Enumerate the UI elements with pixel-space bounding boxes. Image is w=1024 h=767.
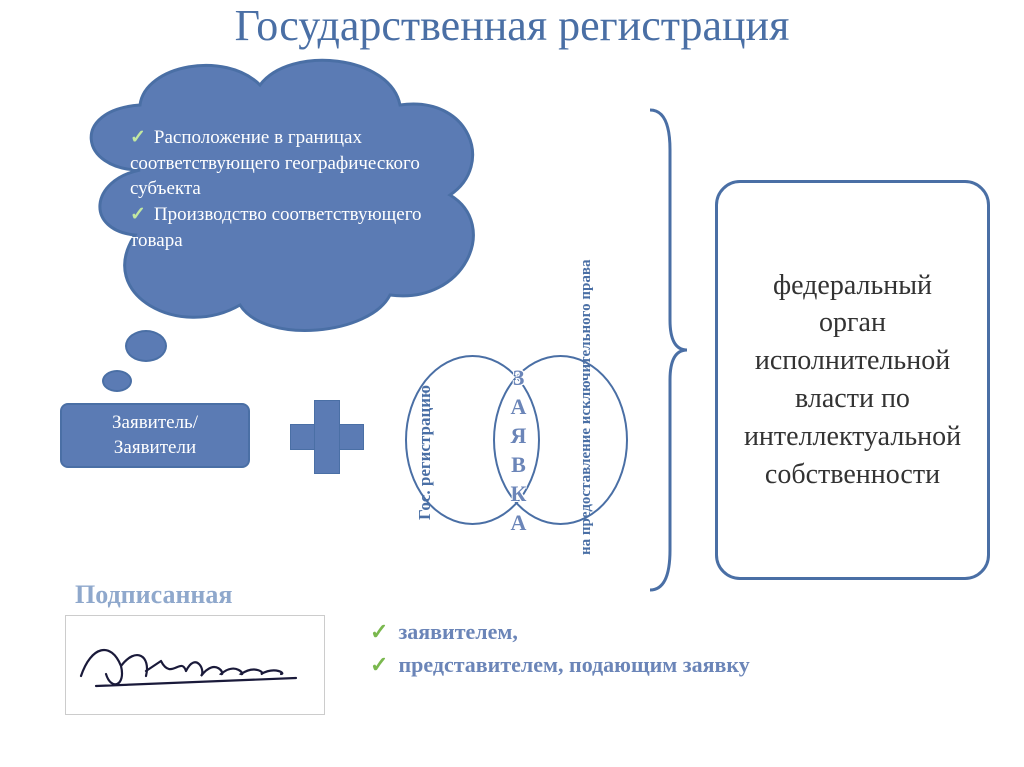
signatory-item: заявителем, <box>370 615 750 648</box>
signatory-item: представителем, подающим заявку <box>370 648 750 681</box>
applicant-label: Заявитель/ Заявители <box>112 411 198 460</box>
applicant-box: Заявитель/ Заявители <box>60 403 250 468</box>
venn-center-label: ЗАЯВКА <box>505 365 531 539</box>
federal-authority-text: федеральный орган исполнительной власти … <box>738 267 967 494</box>
thought-bubble-1 <box>125 330 167 362</box>
signature-image <box>65 615 325 715</box>
venn-left-label: Гос. регистрацию <box>415 370 435 535</box>
signatory-list: заявителем, представителем, подающим зая… <box>370 615 750 681</box>
cloud-item: Расположение в границах соответствующего… <box>130 125 440 202</box>
federal-authority-box: федеральный орган исполнительной власти … <box>715 180 990 580</box>
plus-icon <box>290 400 362 472</box>
cloud-requirements-list: Расположение в границах соответствующего… <box>130 125 440 253</box>
curly-bracket-icon <box>645 100 690 600</box>
thought-bubble-2 <box>102 370 132 392</box>
requirements-cloud: Расположение в границах соответствующего… <box>60 50 500 330</box>
venn-right-label: на предоставление исключительного права <box>578 355 595 555</box>
cloud-item: Производство соответствующего товара <box>130 202 440 253</box>
signed-label: Подписанная <box>75 580 232 610</box>
page-title: Государственная регистрация <box>0 0 1024 51</box>
